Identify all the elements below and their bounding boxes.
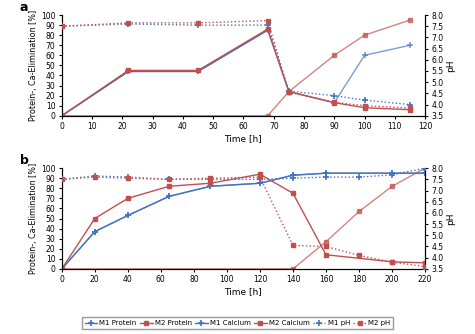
Y-axis label: pH: pH	[446, 59, 455, 72]
Y-axis label: Protein-, Ca-Elimination [%]: Protein-, Ca-Elimination [%]	[29, 10, 38, 121]
Y-axis label: pH: pH	[446, 212, 455, 225]
Text: a: a	[20, 1, 28, 14]
Legend: M1 Protein, M2 Protein, M1 Calcium, M2 Calcium, M1 pH, M2 pH: M1 Protein, M2 Protein, M1 Calcium, M2 C…	[82, 317, 393, 329]
X-axis label: Time [h]: Time [h]	[225, 287, 262, 296]
Text: b: b	[20, 154, 29, 167]
X-axis label: Time [h]: Time [h]	[225, 134, 262, 143]
Y-axis label: Protein-, Ca-Elimination [%]: Protein-, Ca-Elimination [%]	[29, 163, 38, 274]
